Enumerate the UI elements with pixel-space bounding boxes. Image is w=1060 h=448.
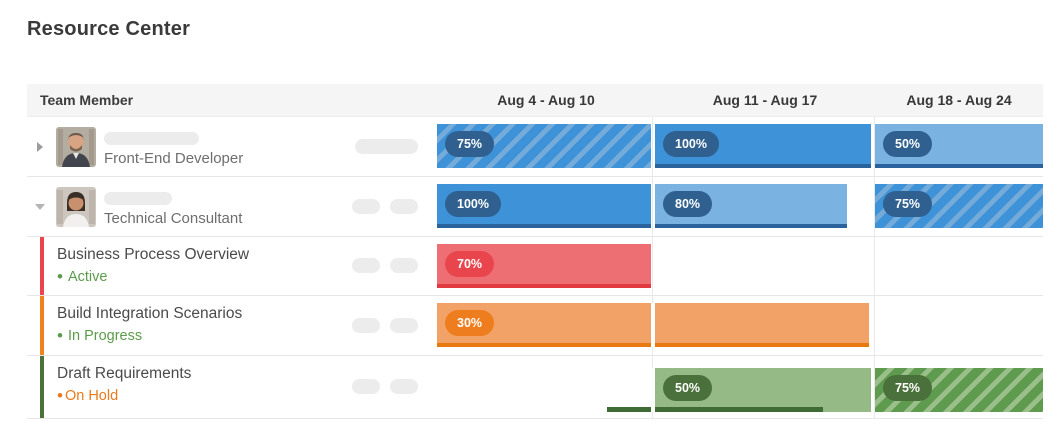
allocation-percent-badge: 70% (445, 251, 495, 277)
timeline-row: 75% 100% 50% (437, 117, 1043, 176)
column-divider (651, 368, 655, 412)
loading-pill-skeleton (355, 138, 418, 154)
week-column-header-2: Aug 11 - Aug 17 (712, 92, 818, 108)
member-role: Technical Consultant (104, 210, 243, 227)
status-label: Active (67, 269, 108, 285)
task-cell: Build Integration Scenarios • In Progress (27, 296, 437, 355)
allocation-bar-week2[interactable]: 50% (655, 368, 871, 412)
loading-pill-skeleton (390, 379, 418, 394)
allocation-percent-badge: 30% (445, 310, 495, 336)
task-color-edge (40, 296, 44, 355)
resource-table: Team Member Aug 4 - Aug 10 Aug 11 - Aug … (27, 84, 1043, 419)
task-color-edge (40, 237, 44, 295)
allocation-bar-week1[interactable]: 70% (437, 244, 651, 288)
allocation-bar-week3[interactable]: 75% (875, 184, 1043, 228)
team-member-column-header: Team Member (40, 92, 134, 108)
allocation-bar-week3[interactable]: 75% (875, 368, 1043, 412)
allocation-bar-week3[interactable]: 50% (875, 124, 1043, 168)
task-cell: Business Process Overview • Active (27, 237, 437, 295)
week-gridline (874, 237, 875, 295)
allocation-percent-badge: 80% (663, 191, 713, 217)
week-gridline (874, 356, 875, 418)
week-column-header-3: Aug 18 - Aug 24 (906, 92, 1012, 108)
task-row-build-integration-scenarios: Build Integration Scenarios • In Progress… (27, 296, 1043, 356)
status-bullet-icon: • (57, 267, 63, 286)
member-row-technical-consultant: Technical Consultant 100% 80% 75% (27, 177, 1043, 237)
task-status: • On Hold (57, 387, 118, 404)
week-gridline (652, 117, 653, 176)
avatar-technical-consultant (56, 187, 96, 227)
status-label: In Progress (67, 328, 143, 344)
allocation-bar-week1[interactable]: 75% (437, 124, 651, 168)
task-title[interactable]: Build Integration Scenarios (57, 305, 243, 322)
member-role: Front-End Developer (104, 150, 244, 167)
allocation-percent-badge: 75% (445, 131, 495, 157)
task-title[interactable]: Draft Requirements (57, 365, 192, 382)
member-name-skeleton (104, 192, 172, 205)
member-cell: Front-End Developer (27, 117, 437, 176)
allocation-percent-badge: 100% (663, 131, 719, 157)
allocation-percent-badge: 75% (883, 191, 933, 217)
task-title[interactable]: Business Process Overview (57, 246, 250, 263)
loading-pill-skeleton (352, 258, 380, 273)
week-gridline (874, 296, 875, 355)
task-status: • Active (57, 268, 107, 285)
collapse-caret-icon[interactable] (35, 204, 45, 210)
loading-pill-skeleton (352, 379, 380, 394)
task-status: • In Progress (57, 327, 142, 344)
task-row-business-process-overview: Business Process Overview • Active 70% (27, 237, 1043, 296)
status-label: On Hold (64, 388, 119, 404)
allocation-percent-badge: 100% (445, 191, 501, 217)
member-row-front-end-developer: Front-End Developer 75% 100% 50% (27, 117, 1043, 177)
timeline-row: 100% 80% 75% (437, 177, 1043, 236)
loading-pill-skeleton (390, 317, 418, 333)
page-title: Resource Center (27, 18, 191, 40)
allocation-bar-week2[interactable]: 80% (655, 184, 847, 228)
week-gridline (874, 177, 875, 236)
task-row-draft-requirements: Draft Requirements • On Hold 50% 75% (27, 356, 1043, 419)
timeline-row: 70% (437, 237, 1043, 295)
loading-pill-skeleton (390, 198, 418, 214)
allocation-percent-badge: 50% (883, 131, 933, 157)
member-cell: Technical Consultant (27, 177, 437, 236)
expand-caret-icon[interactable] (37, 142, 43, 152)
member-name-skeleton (104, 132, 199, 145)
week-column-header-1: Aug 4 - Aug 10 (497, 92, 595, 108)
loading-pill-skeleton (390, 258, 418, 273)
status-bullet-icon: • (57, 386, 63, 405)
task-duration-line (607, 407, 823, 412)
status-bullet-icon: • (57, 326, 63, 345)
task-cell: Draft Requirements • On Hold (27, 356, 437, 418)
column-divider (651, 303, 655, 347)
week-gridline (874, 117, 875, 176)
allocation-percent-badge: 75% (883, 375, 933, 401)
loading-pill-skeleton (352, 198, 380, 214)
table-header: Team Member Aug 4 - Aug 10 Aug 11 - Aug … (27, 84, 1043, 117)
week-gridline (652, 237, 653, 295)
task-color-edge (40, 356, 44, 418)
allocation-percent-badge: 50% (663, 375, 713, 401)
allocation-bar-week2[interactable]: 100% (655, 124, 871, 168)
loading-pill-skeleton (352, 317, 380, 333)
timeline-row: 30% (437, 296, 1043, 355)
week-gridline (652, 177, 653, 236)
allocation-bar-week1[interactable]: 100% (437, 184, 651, 228)
timeline-row: 50% 75% (437, 356, 1043, 418)
avatar-front-end-developer (56, 127, 96, 167)
